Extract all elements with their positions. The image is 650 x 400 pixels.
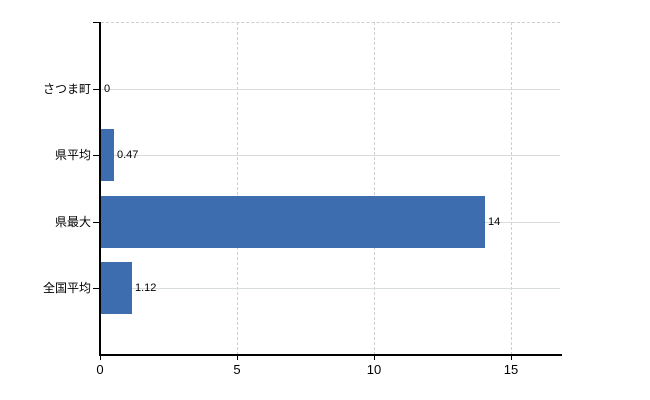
- x-axis-tick: [511, 355, 512, 360]
- plot-top-border: [101, 22, 560, 23]
- category-label: 県平均: [54, 148, 91, 162]
- y-axis-tick: [93, 288, 99, 289]
- v-gridline: [511, 22, 512, 355]
- v-gridline: [237, 22, 238, 355]
- bar-value-label: 14: [488, 216, 501, 228]
- x-tick-label: 5: [233, 362, 241, 377]
- bar-value-label: 1.12: [135, 282, 157, 294]
- bar: [101, 196, 485, 248]
- y-axis-tick: [93, 22, 99, 23]
- x-axis-line: [99, 354, 562, 356]
- bar: [101, 129, 114, 181]
- category-label: 県最大: [54, 215, 91, 229]
- h-gridline: [101, 155, 560, 156]
- category-axis-labels: さつま町県平均県最大全国平均: [0, 22, 93, 355]
- plot-area: 0 0.47 14 1.12: [100, 22, 560, 355]
- y-axis-tick: [93, 89, 99, 90]
- bar-value-label: 0.47: [117, 149, 139, 161]
- y-axis-line: [99, 22, 101, 356]
- v-gridline: [374, 22, 375, 355]
- y-axis-tick: [93, 222, 99, 223]
- bar: [101, 262, 132, 314]
- x-tick-label: 15: [503, 362, 519, 377]
- category-label: 全国平均: [42, 281, 91, 295]
- bar-value-label: 0: [104, 83, 111, 95]
- x-axis-tick: [374, 355, 375, 360]
- h-gridline: [101, 89, 560, 90]
- x-tick-label: 10: [366, 362, 382, 377]
- h-gridline: [101, 288, 560, 289]
- x-tick-label: 0: [96, 362, 104, 377]
- x-axis-tick: [100, 355, 101, 360]
- y-axis-tick: [93, 155, 99, 156]
- category-label: さつま町: [42, 82, 91, 96]
- x-axis-tick: [237, 355, 238, 360]
